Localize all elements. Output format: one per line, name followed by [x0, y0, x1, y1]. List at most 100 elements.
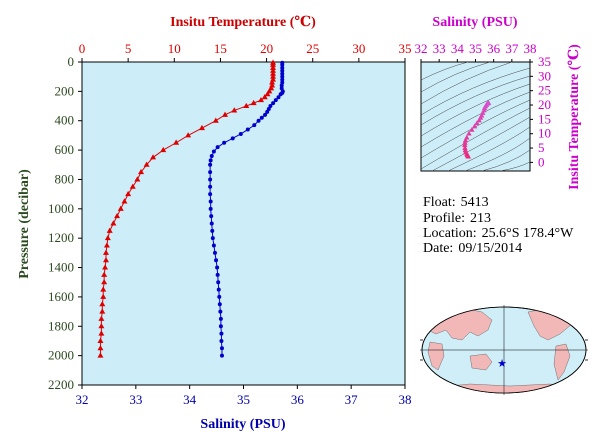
pressure-tick-label: 400 [55, 113, 75, 128]
salinity-axis-label: Salinity (PSU) [200, 417, 286, 432]
ts-point [462, 145, 468, 150]
ts-temperature-tick-label: 35 [538, 54, 551, 69]
map-land-africa [427, 341, 445, 371]
temperature-point [100, 286, 107, 292]
salinity-point [273, 98, 278, 103]
salinity-point [278, 92, 283, 97]
ts-salinity-label: Salinity (PSU) [432, 15, 518, 30]
salinity-point [216, 287, 221, 292]
temperature-point [264, 91, 271, 97]
temperature-point [97, 337, 104, 343]
temperature-point [103, 242, 110, 248]
salinity-point [208, 170, 213, 175]
map-land-south-america [553, 343, 571, 381]
salinity-point [211, 149, 216, 154]
profile-axes: 0200400600800100012001400160018002000220… [48, 41, 412, 407]
salinity-point [280, 68, 285, 73]
salinity-point [211, 243, 216, 248]
salinity-point [208, 177, 213, 182]
ts-temperature-tick-label: 0 [538, 154, 545, 169]
salinity-point [238, 131, 243, 136]
temperature-tick-label: 20 [260, 41, 273, 56]
salinity-point [222, 140, 227, 145]
temperature-point [117, 205, 124, 211]
ts-point [469, 126, 475, 132]
temperature-point [270, 70, 277, 76]
ts-point [478, 112, 485, 118]
ts-density-contours [421, 62, 530, 171]
temperature-point [106, 227, 113, 233]
salinity-point [263, 112, 268, 117]
temperature-point [150, 154, 157, 160]
salinity-point [210, 228, 215, 233]
ts-temperature-tick-label: 30 [538, 68, 551, 83]
temperature-point [185, 132, 192, 138]
salinity-point [208, 162, 213, 167]
ts-point [466, 130, 472, 136]
temperature-point [97, 345, 104, 351]
ts-temperature-tick-label: 20 [538, 97, 551, 112]
salinity-point [217, 302, 222, 307]
pressure-tick-label: 1800 [48, 318, 74, 333]
salinity-point [215, 145, 220, 150]
salinity-point [265, 109, 270, 114]
location-label: Location: [423, 226, 477, 241]
ts-salinity-tick-label: 36 [487, 41, 501, 56]
svg-text:Float:5413: Float: 5413 [423, 195, 489, 210]
salinity-point [252, 123, 257, 128]
ts-salinity-tick-label: 35 [469, 41, 482, 56]
ts-temperature-tick-label: 25 [538, 83, 551, 98]
salinity-point [280, 77, 285, 82]
temperature-point [270, 76, 277, 82]
salinity-tick-label: 35 [237, 392, 250, 407]
temperature-point [261, 94, 268, 100]
temperature-point [270, 61, 277, 67]
temperature-tick-label: 0 [79, 41, 86, 56]
salinity-point [216, 280, 221, 285]
temperature-point [173, 139, 180, 145]
pressure-tick-label: 600 [55, 142, 75, 157]
salinity-point [218, 324, 223, 329]
temperature-point [270, 64, 277, 70]
salinity-point [219, 338, 224, 343]
world-map: ★ [420, 305, 588, 395]
temperature-point [138, 168, 145, 175]
ts-salinity-tick-label: 37 [505, 41, 519, 56]
temperature-point [114, 212, 121, 219]
temperature-point [102, 257, 109, 263]
salinity-point [276, 95, 281, 100]
salinity-point [219, 331, 224, 336]
ts-temperature-tick-label: 15 [538, 111, 551, 126]
temperature-point [99, 308, 106, 314]
temperature-point [98, 315, 105, 321]
temperature-point [98, 323, 105, 329]
temperature-point [125, 190, 132, 197]
ts-point [474, 120, 480, 126]
salinity-point [280, 71, 285, 76]
ts-marks [462, 100, 492, 159]
temperature-point [243, 102, 250, 109]
salinity-point [215, 272, 220, 277]
ts-temperature-tick-label: 10 [538, 126, 551, 141]
profile-marks [97, 59, 285, 358]
salinity-point [208, 184, 213, 189]
temperature-point [270, 73, 277, 79]
temperature-point [143, 161, 150, 167]
temperature-point [250, 99, 257, 106]
temperature-point [270, 67, 277, 73]
ts-temperature-tick-label: 5 [538, 140, 545, 155]
salinity-point [219, 346, 224, 351]
temperature-tick-label: 30 [352, 41, 365, 56]
salinity-point [219, 353, 224, 358]
salinity-point [268, 104, 273, 109]
salinity-point [209, 153, 214, 158]
salinity-point [259, 115, 264, 120]
ts-point [471, 123, 478, 129]
profile-plot-area [81, 61, 406, 386]
salinity-point [212, 250, 217, 255]
temperature-point [100, 293, 107, 299]
salinity-point [218, 309, 223, 314]
salinity-point [279, 83, 284, 88]
